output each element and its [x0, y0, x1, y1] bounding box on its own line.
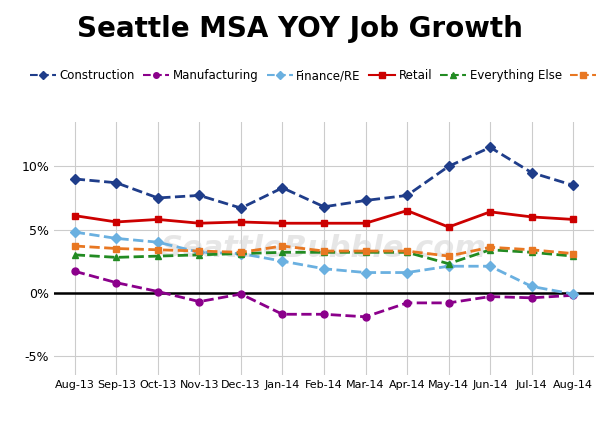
Retail [403, 208, 410, 213]
Retail [528, 214, 535, 219]
Everything Else [154, 253, 161, 259]
Everything Else [113, 255, 120, 260]
Line: Manufacturing: Manufacturing [71, 268, 577, 320]
Manufacturing [154, 289, 161, 294]
Finance/RE [487, 264, 494, 269]
Overall [154, 247, 161, 252]
Everything Else [71, 252, 79, 257]
Retail [113, 219, 120, 225]
Construction [569, 183, 577, 188]
Retail [238, 219, 245, 225]
Retail [279, 221, 286, 226]
Manufacturing [403, 300, 410, 306]
Overall [279, 243, 286, 249]
Everything Else [403, 250, 410, 255]
Construction [113, 180, 120, 185]
Overall [487, 245, 494, 250]
Finance/RE [154, 240, 161, 245]
Overall [238, 250, 245, 255]
Everything Else [362, 250, 369, 255]
Overall [113, 246, 120, 251]
Manufacturing [569, 293, 577, 298]
Retail [320, 221, 328, 226]
Overall [320, 249, 328, 254]
Retail [362, 221, 369, 226]
Line: Overall: Overall [71, 242, 577, 259]
Line: Everything Else: Everything Else [71, 246, 577, 267]
Finance/RE [196, 250, 203, 255]
Construction [320, 204, 328, 209]
Manufacturing [238, 291, 245, 296]
Overall [196, 249, 203, 254]
Finance/RE [71, 229, 79, 235]
Manufacturing [487, 294, 494, 299]
Everything Else [569, 253, 577, 259]
Text: SeattleBubble.com: SeattleBubble.com [161, 234, 487, 263]
Finance/RE [113, 236, 120, 241]
Everything Else [279, 250, 286, 255]
Finance/RE [279, 259, 286, 264]
Construction [196, 193, 203, 198]
Everything Else [487, 247, 494, 252]
Line: Finance/RE: Finance/RE [71, 228, 577, 297]
Manufacturing [279, 312, 286, 317]
Construction [154, 195, 161, 201]
Manufacturing [113, 280, 120, 285]
Manufacturing [445, 300, 452, 306]
Retail [487, 209, 494, 215]
Construction [71, 176, 79, 181]
Everything Else [445, 261, 452, 266]
Retail [154, 217, 161, 222]
Finance/RE [569, 291, 577, 296]
Construction [403, 193, 410, 198]
Everything Else [238, 251, 245, 256]
Overall [528, 247, 535, 252]
Overall [403, 249, 410, 254]
Finance/RE [320, 266, 328, 271]
Line: Construction: Construction [71, 144, 577, 211]
Manufacturing [196, 299, 203, 304]
Retail [196, 221, 203, 226]
Manufacturing [528, 295, 535, 300]
Construction [528, 170, 535, 175]
Text: Seattle MSA YOY Job Growth: Seattle MSA YOY Job Growth [77, 15, 523, 43]
Finance/RE [528, 284, 535, 289]
Manufacturing [362, 314, 369, 320]
Everything Else [196, 252, 203, 257]
Overall [362, 249, 369, 254]
Legend: Construction, Manufacturing, Finance/RE, Retail, Everything Else, Overall: Construction, Manufacturing, Finance/RE,… [30, 69, 600, 82]
Finance/RE [403, 270, 410, 275]
Finance/RE [362, 270, 369, 275]
Finance/RE [445, 264, 452, 269]
Overall [569, 251, 577, 256]
Manufacturing [320, 312, 328, 317]
Construction [362, 198, 369, 203]
Overall [71, 243, 79, 249]
Construction [487, 145, 494, 150]
Line: Retail: Retail [71, 207, 577, 231]
Construction [238, 205, 245, 211]
Retail [569, 217, 577, 222]
Retail [71, 213, 79, 218]
Overall [445, 253, 452, 259]
Construction [445, 164, 452, 169]
Finance/RE [238, 251, 245, 256]
Construction [279, 185, 286, 191]
Manufacturing [71, 269, 79, 274]
Everything Else [528, 250, 535, 255]
Retail [445, 225, 452, 230]
Everything Else [320, 250, 328, 255]
